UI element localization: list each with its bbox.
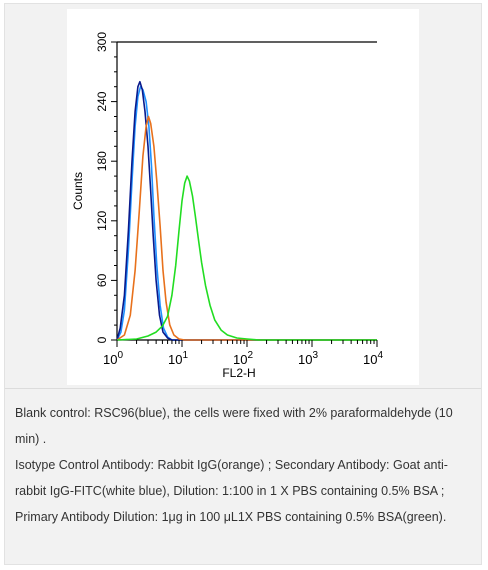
y-tick-label: 240: [95, 91, 109, 111]
y-tick-label: 120: [95, 210, 109, 230]
x-tick-label: 102: [233, 350, 253, 367]
figure-card: 0 60 120 180 240 300 100 101 102 103 104 Counts FL…: [4, 3, 482, 565]
histogram-series-3: [116, 175, 377, 341]
x-tick-label: 103: [298, 350, 318, 367]
caption-line-antibodies: Isotype Control Antibody: Rabbit IgG(ora…: [15, 458, 448, 524]
caption-line-blank-control: Blank control: RSC96(blue), the cells we…: [15, 406, 453, 446]
flow-cytometry-histogram: 0 60 120 180 240 300 100 101 102 103 104 Counts FL…: [67, 9, 419, 385]
figure-area: 0 60 120 180 240 300 100 101 102 103 104 Counts FL…: [5, 4, 481, 387]
histogram-series-2: [116, 115, 377, 341]
x-tick-label: 100: [103, 350, 123, 367]
y-axis-label: Counts: [71, 172, 85, 210]
y-tick-label: 300: [95, 32, 109, 52]
y-tick-label: 180: [95, 151, 109, 171]
histogram-series-1: [116, 80, 377, 341]
y-tick-label: 60: [95, 273, 109, 287]
figure-caption: Blank control: RSC96(blue), the cells we…: [15, 400, 473, 530]
histogram-svg: 0 60 120 180 240 300 100 101 102 103 104 Counts FL…: [71, 32, 383, 380]
y-tick-label: 0: [95, 336, 109, 343]
caption-divider: [5, 388, 481, 389]
x-axis-label: FL2-H: [222, 366, 255, 380]
x-tick-label: 101: [168, 350, 188, 367]
x-tick-label: 104: [363, 350, 383, 367]
histogram-series-0: [116, 85, 377, 341]
